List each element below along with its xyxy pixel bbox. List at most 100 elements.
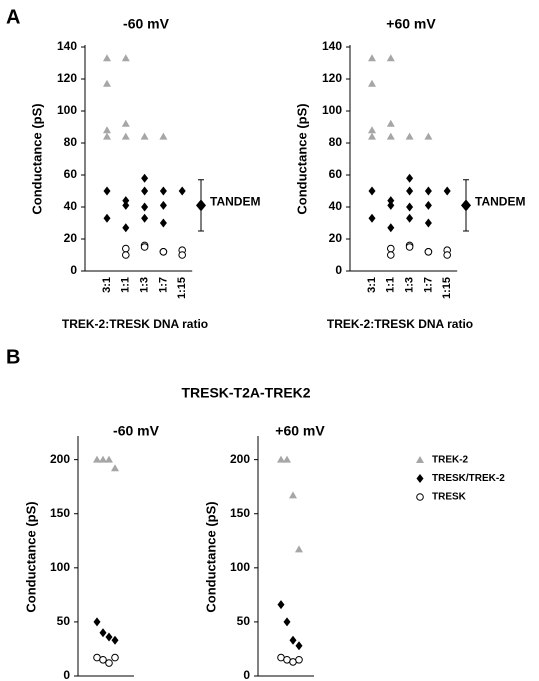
triangle-point bbox=[289, 491, 297, 499]
circle-point bbox=[416, 493, 424, 501]
diamond-point bbox=[295, 641, 303, 651]
diamond-point bbox=[424, 186, 432, 196]
diamond-point bbox=[368, 186, 376, 196]
y-axis-label: Conductance (pS) bbox=[294, 103, 309, 214]
triangle-point bbox=[103, 132, 111, 140]
triangle-point bbox=[386, 54, 395, 62]
diamond-point bbox=[159, 186, 167, 196]
triangle-point bbox=[368, 79, 376, 87]
circle-point bbox=[387, 251, 395, 259]
diamond-point bbox=[141, 186, 149, 196]
y-tick-label: 100 bbox=[57, 103, 77, 117]
circle-point bbox=[424, 248, 433, 256]
circle-point bbox=[159, 248, 168, 256]
triangle-point bbox=[111, 464, 119, 472]
y-axis-label: Conductance (pS) bbox=[23, 501, 38, 612]
triangle-point bbox=[283, 455, 291, 463]
circle-point bbox=[111, 653, 119, 662]
diamond-point bbox=[406, 213, 414, 223]
y-tick-label: 100 bbox=[50, 560, 70, 574]
x-tick-label: 1:1 bbox=[385, 277, 397, 293]
triangle-point bbox=[121, 119, 130, 127]
diamond-point bbox=[111, 635, 119, 645]
diamond-point bbox=[178, 186, 186, 196]
triangle-point bbox=[140, 132, 149, 140]
circle-point bbox=[387, 244, 395, 253]
triangle-point bbox=[386, 132, 395, 140]
diamond-point bbox=[122, 196, 130, 206]
legend-label: TRESK/TREK-2 bbox=[432, 473, 505, 484]
legend-label: TRESK bbox=[432, 492, 467, 503]
panel-label: B bbox=[6, 346, 20, 368]
y-tick-label: 80 bbox=[64, 135, 78, 149]
y-tick-label: 50 bbox=[237, 614, 251, 628]
y-tick-label: 60 bbox=[329, 167, 343, 181]
y-tick-label: 20 bbox=[64, 231, 78, 245]
y-tick-label: 120 bbox=[322, 71, 342, 85]
diamond-point bbox=[283, 617, 291, 627]
panel-label: A bbox=[6, 6, 20, 28]
circle-point bbox=[99, 655, 107, 664]
diamond-point bbox=[122, 223, 130, 233]
triangle-point bbox=[103, 79, 111, 87]
circle-point bbox=[178, 251, 186, 259]
diamond-point bbox=[289, 635, 297, 645]
triangle-point bbox=[424, 132, 433, 140]
diamond-point bbox=[99, 628, 107, 638]
figure-title: TRESK-T2A-TREK2 bbox=[181, 385, 310, 401]
diamond-point bbox=[103, 213, 111, 223]
y-tick-label: 20 bbox=[329, 231, 343, 245]
x-tick-label: 3:1 bbox=[101, 277, 113, 293]
y-axis-label: Conductance (pS) bbox=[29, 103, 44, 214]
y-tick-label: 100 bbox=[230, 560, 250, 574]
y-tick-label: 80 bbox=[329, 135, 343, 149]
diamond-point bbox=[443, 186, 451, 196]
y-tick-label: 150 bbox=[50, 506, 70, 520]
chart-title: +60 mV bbox=[386, 16, 436, 32]
diamond-point bbox=[159, 200, 167, 210]
circle-point bbox=[105, 659, 113, 667]
triangle-point bbox=[121, 54, 130, 62]
y-tick-label: 100 bbox=[322, 103, 342, 117]
y-axis-label: Conductance (pS) bbox=[203, 501, 218, 612]
x-tick-label: 3:1 bbox=[366, 277, 378, 293]
annotation: TANDEM bbox=[210, 194, 260, 208]
x-tick-label: 1:3 bbox=[139, 277, 151, 293]
triangle-point bbox=[103, 126, 111, 134]
tandem-mean bbox=[196, 199, 206, 212]
x-tick-label: 1:15 bbox=[441, 277, 453, 299]
x-tick-label: 1:1 bbox=[120, 277, 132, 293]
tandem-mean bbox=[461, 199, 471, 212]
circle-point bbox=[140, 243, 149, 251]
triangle-point bbox=[277, 455, 285, 463]
diamond-point bbox=[159, 218, 167, 228]
annotation: TANDEM bbox=[475, 194, 525, 208]
diamond-point bbox=[406, 186, 414, 196]
triangle-point bbox=[99, 455, 107, 463]
triangle-point bbox=[105, 455, 113, 463]
y-tick-label: 120 bbox=[57, 71, 77, 85]
triangle-point bbox=[405, 132, 414, 140]
diamond-point bbox=[368, 213, 376, 223]
chart-title: +60 mV bbox=[275, 423, 325, 439]
triangle-point bbox=[295, 545, 303, 553]
y-tick-label: 40 bbox=[64, 199, 78, 213]
circle-point bbox=[295, 655, 303, 664]
triangle-point bbox=[368, 132, 376, 140]
diamond-point bbox=[141, 213, 149, 223]
triangle-point bbox=[368, 54, 376, 62]
x-tick-label: 1:7 bbox=[422, 277, 434, 293]
y-tick-label: 140 bbox=[322, 39, 342, 53]
y-tick-label: 50 bbox=[57, 614, 71, 628]
x-tick-label: 1:3 bbox=[404, 277, 416, 293]
diamond-point bbox=[387, 200, 395, 210]
diamond-point bbox=[122, 200, 130, 210]
y-tick-label: 0 bbox=[70, 263, 77, 277]
circle-point bbox=[405, 243, 414, 251]
diamond-point bbox=[416, 474, 424, 483]
diamond-point bbox=[387, 196, 395, 206]
triangle-point bbox=[368, 126, 376, 134]
x-axis-label: TREK-2:TRESK DNA ratio bbox=[62, 317, 208, 331]
y-tick-label: 60 bbox=[64, 167, 78, 181]
